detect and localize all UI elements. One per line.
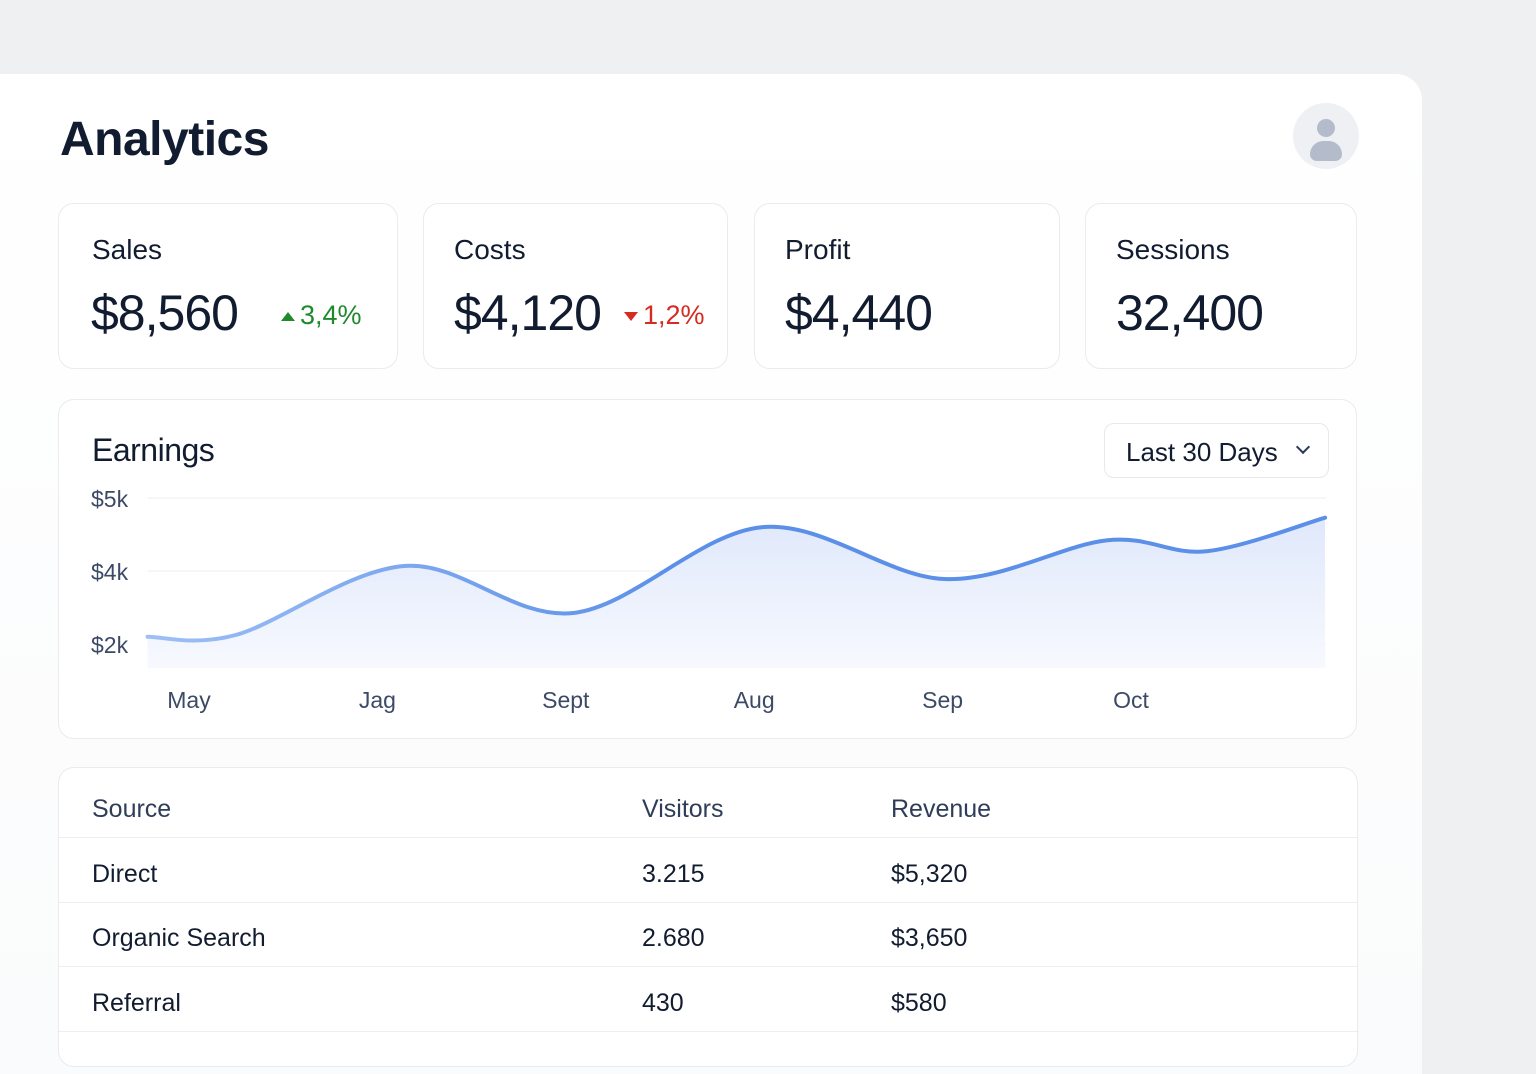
kpi-label: Sales [92,234,163,265]
y-tick-label: $5k [91,486,129,512]
y-tick-label: $4k [91,559,129,585]
arrow-up-icon [281,312,295,322]
table-header: Source Visitors Revenue [59,773,1357,838]
column-header-visitors[interactable]: Visitors [642,795,724,823]
user-icon-body [1310,141,1342,161]
kpi-label: Costs [454,234,526,265]
table-row[interactable]: Referral 430 $580 [59,967,1357,1032]
sources-table: Source Visitors Revenue Direct 3.215 $5,… [58,767,1358,1067]
kpi-value: 32,400 [1116,285,1264,341]
table-row[interactable]: Direct 3.215 $5,320 [59,838,1357,903]
kpi-value: $8,560 [91,285,239,341]
cell-source: Organic Search [92,924,266,952]
kpi-card-sessions: Sessions 32,400 [1085,203,1357,369]
table-row[interactable]: Organic Search 2.680 $3,650 [59,902,1357,967]
page-title: Analytics [60,113,269,166]
column-header-source[interactable]: Source [92,795,172,823]
column-header-revenue[interactable]: Revenue [891,795,992,823]
dropdown-value: Last 30 Days [1126,437,1278,467]
kpi-label: Sessions [1116,234,1230,265]
earnings-chart: $5k $4k $2k May Jag Sept Aug Sep Oct [91,486,1328,713]
kpi-value: $4,440 [785,285,933,341]
y-tick-label: $2k [91,632,129,658]
x-tick-label: May [167,687,211,713]
kpi-value: $4,120 [454,285,602,341]
cell-source: Direct [92,860,158,888]
cell-revenue: $580 [891,989,947,1017]
x-tick-label: Jag [359,687,396,713]
earnings-line [145,515,1328,643]
cell-visitors: 430 [642,989,684,1017]
delta-value: 3,4% [300,300,362,330]
kpi-card-profit: Profit $4,440 [754,203,1060,369]
delta-value: 1,2% [643,300,705,330]
kpi-label: Profit [785,234,851,265]
earnings-area [147,517,1326,668]
user-icon [1317,119,1335,137]
kpi-delta: 3,4% [281,300,362,331]
cell-source: Referral [92,989,181,1017]
x-tick-label: Sept [542,687,590,713]
arrow-down-icon [624,312,638,322]
cell-visitors: 3.215 [642,860,705,888]
avatar[interactable] [1293,103,1359,169]
x-tick-label: Aug [734,687,775,713]
kpi-delta: 1,2% [624,300,705,331]
date-range-dropdown[interactable]: Last 30 Days [1104,423,1329,478]
earnings-title: Earnings [92,432,215,468]
x-tick-label: Oct [1113,687,1149,713]
x-tick-label: Sep [922,687,963,713]
cell-revenue: $5,320 [891,860,968,888]
kpi-card-costs: Costs $4,120 1,2% [423,203,728,369]
cell-visitors: 2.680 [642,924,705,952]
kpi-card-sales: Sales $8,560 3,4% [58,203,398,369]
cell-revenue: $3,650 [891,924,968,952]
